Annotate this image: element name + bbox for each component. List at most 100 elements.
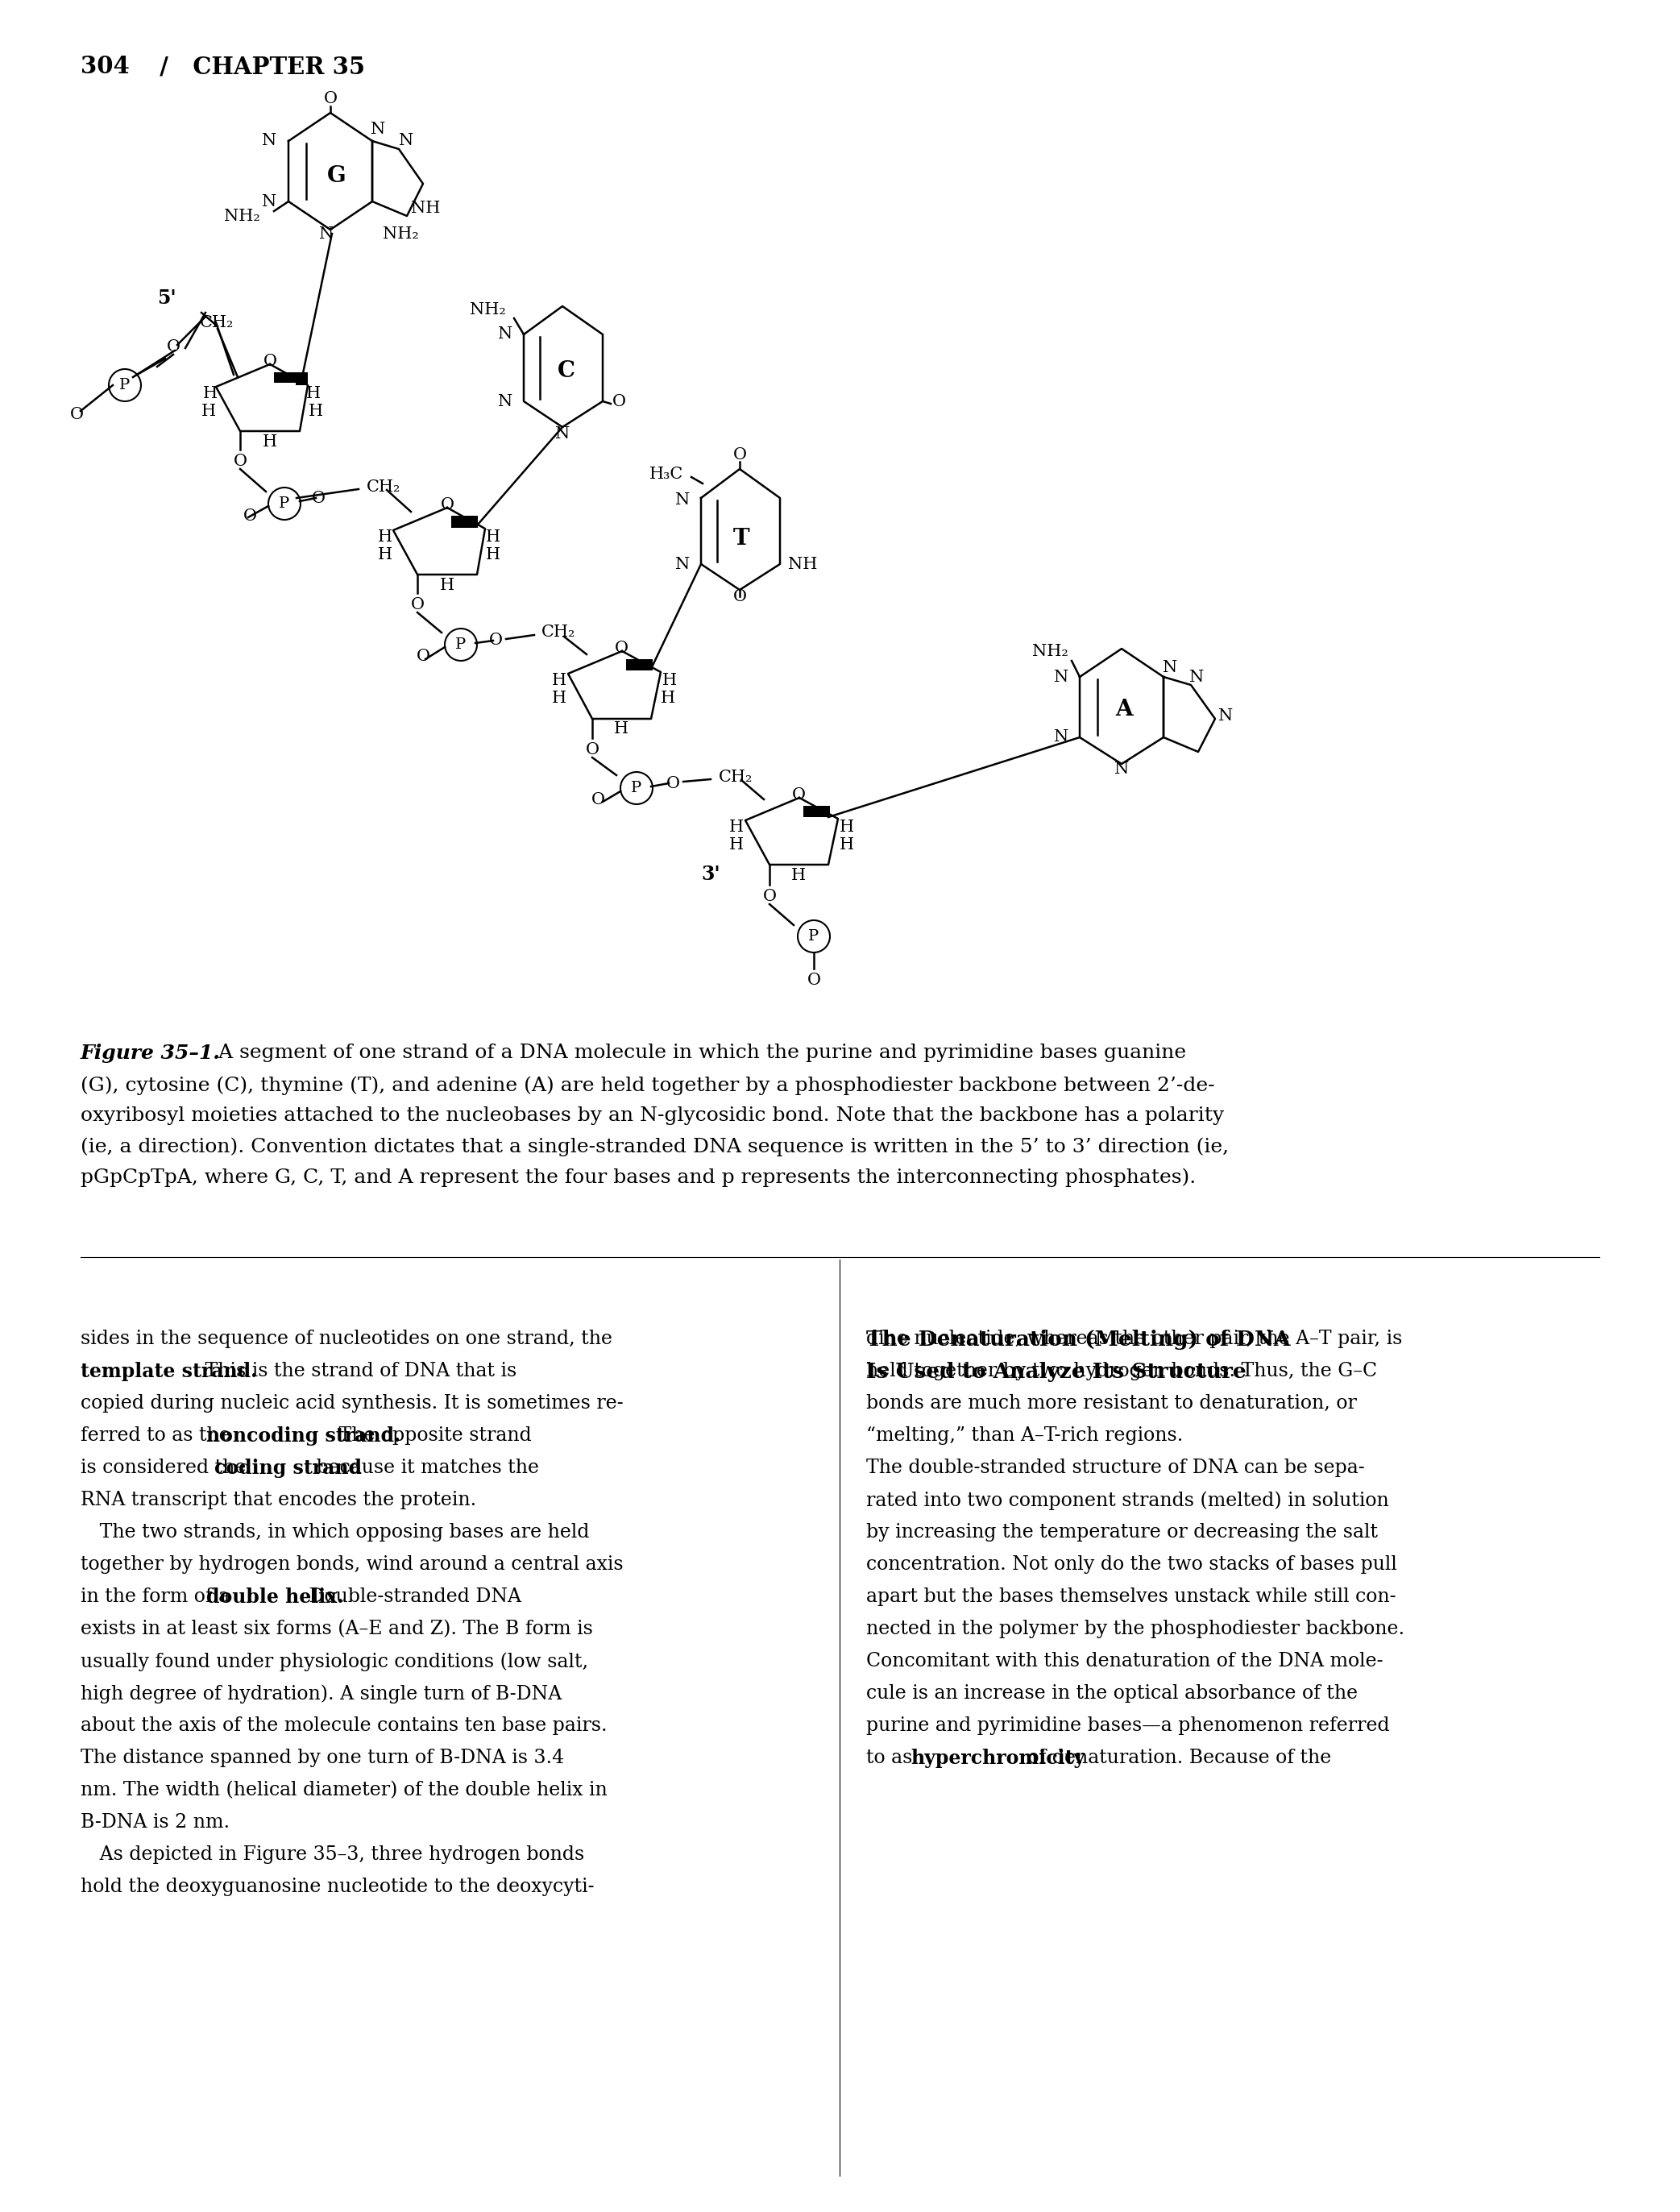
- Text: H: H: [306, 385, 321, 400]
- Text: together by hydrogen bonds, wind around a central axis: together by hydrogen bonds, wind around …: [81, 1555, 623, 1573]
- Text: Is Used to Analyze Its Structure: Is Used to Analyze Its Structure: [867, 1363, 1247, 1382]
- Text: by increasing the temperature or decreasing the salt: by increasing the temperature or decreas…: [867, 1524, 1378, 1542]
- Text: Concomitant with this denaturation of the DNA mole-: Concomitant with this denaturation of th…: [867, 1652, 1383, 1670]
- Text: “melting,” than A–T-rich regions.: “melting,” than A–T-rich regions.: [867, 1427, 1183, 1444]
- Text: O: O: [615, 639, 628, 655]
- Text: H₃C: H₃C: [648, 467, 684, 482]
- Text: The two strands, in which opposing bases are held: The two strands, in which opposing bases…: [81, 1524, 590, 1542]
- Text: purine and pyrimidine bases—a phenomenon referred: purine and pyrimidine bases—a phenomenon…: [867, 1717, 1389, 1734]
- Text: CH₂: CH₂: [366, 480, 402, 495]
- Text: exists in at least six forms (A–E and Z). The B form is: exists in at least six forms (A–E and Z)…: [81, 1619, 593, 1639]
- Bar: [296, 372, 307, 385]
- Text: N: N: [497, 394, 512, 409]
- Text: NH: NH: [412, 201, 440, 215]
- Text: H: H: [551, 690, 566, 706]
- Text: H: H: [486, 529, 501, 544]
- Text: O: O: [166, 338, 180, 354]
- Text: H: H: [486, 546, 501, 562]
- Text: O: O: [410, 597, 425, 613]
- Text: noncoding strand.: noncoding strand.: [207, 1427, 402, 1447]
- Text: because it matches the: because it matches the: [311, 1458, 539, 1478]
- Text: ferred to as the: ferred to as the: [81, 1427, 237, 1444]
- Text: A segment of one strand of a DNA molecule in which the purine and pyrimidine bas: A segment of one strand of a DNA molecul…: [205, 1044, 1186, 1062]
- Text: O: O: [732, 588, 746, 604]
- Text: H: H: [791, 867, 806, 883]
- Text: NH₂: NH₂: [223, 208, 260, 223]
- Text: P: P: [808, 929, 820, 945]
- Text: H: H: [262, 434, 277, 449]
- Text: N: N: [1189, 670, 1205, 684]
- Text: CH₂: CH₂: [719, 770, 753, 785]
- Text: H: H: [203, 385, 217, 400]
- Text: in the form of a: in the form of a: [81, 1588, 235, 1606]
- Text: B-DNA is 2 nm.: B-DNA is 2 nm.: [81, 1814, 230, 1832]
- Text: The double-stranded structure of DNA can be sepa-: The double-stranded structure of DNA can…: [867, 1458, 1364, 1478]
- Text: hyperchromicity: hyperchromicity: [911, 1750, 1085, 1767]
- Text: N: N: [497, 327, 512, 343]
- Text: H: H: [378, 546, 393, 562]
- Text: /   CHAPTER 35: / CHAPTER 35: [143, 55, 365, 77]
- Text: As depicted in Figure 35–3, three hydrogen bonds: As depicted in Figure 35–3, three hydrog…: [81, 1845, 585, 1865]
- Text: H: H: [662, 672, 677, 688]
- Text: N: N: [1114, 761, 1129, 776]
- Text: RNA transcript that encodes the protein.: RNA transcript that encodes the protein.: [81, 1491, 477, 1509]
- Text: held together by two hydrogen bonds. Thus, the G–C: held together by two hydrogen bonds. Thu…: [867, 1363, 1378, 1380]
- Bar: [803, 805, 830, 816]
- Text: is considered the: is considered the: [81, 1458, 252, 1478]
- Text: The Denaturation (Melting) of DNA: The Denaturation (Melting) of DNA: [867, 1329, 1290, 1349]
- Text: H: H: [729, 836, 744, 852]
- Bar: [274, 372, 302, 383]
- Text: NH₂: NH₂: [383, 226, 418, 241]
- Text: P: P: [632, 781, 642, 796]
- Text: O: O: [613, 394, 627, 409]
- Text: pGpCpTpA, where G, C, T, and A represent the four bases and p represents the int: pGpCpTpA, where G, C, T, and A represent…: [81, 1168, 1196, 1186]
- Text: This is the strand of DNA that is: This is the strand of DNA that is: [200, 1363, 517, 1380]
- Text: dine nucleotide, whereas the other pair, the A–T pair, is: dine nucleotide, whereas the other pair,…: [867, 1329, 1403, 1347]
- Text: H: H: [309, 403, 323, 418]
- Text: O: O: [324, 91, 338, 106]
- Text: T: T: [732, 526, 749, 549]
- Text: NH₂: NH₂: [1032, 644, 1068, 659]
- Text: N: N: [1053, 730, 1068, 745]
- Text: N: N: [398, 133, 413, 148]
- Bar: [452, 515, 477, 529]
- Text: O: O: [585, 741, 600, 757]
- Text: H: H: [440, 577, 455, 593]
- Text: The opposite strand: The opposite strand: [333, 1427, 531, 1444]
- Text: O: O: [311, 491, 326, 507]
- Text: bonds are much more resistant to denaturation, or: bonds are much more resistant to denatur…: [867, 1394, 1357, 1413]
- Text: copied during nucleic acid synthesis. It is sometimes re-: copied during nucleic acid synthesis. It…: [81, 1394, 623, 1413]
- Text: oxyribosyl moieties attached to the nucleobases by an N-glycosidic bond. Note th: oxyribosyl moieties attached to the nucl…: [81, 1106, 1225, 1126]
- Text: O: O: [489, 633, 502, 648]
- Text: template strand.: template strand.: [81, 1363, 257, 1380]
- Text: O: O: [417, 648, 430, 664]
- Text: Figure 35–1.: Figure 35–1.: [81, 1044, 220, 1064]
- Text: N: N: [1053, 670, 1068, 684]
- Text: P: P: [119, 378, 131, 392]
- Text: O: O: [264, 354, 277, 369]
- Text: 304: 304: [81, 55, 129, 77]
- Text: (ie, a direction). Convention dictates that a single-stranded DNA sequence is wr: (ie, a direction). Convention dictates t…: [81, 1137, 1228, 1157]
- Text: N: N: [554, 427, 570, 440]
- Text: of denaturation. Because of the: of denaturation. Because of the: [1021, 1750, 1332, 1767]
- Text: H: H: [660, 690, 675, 706]
- Text: coding strand: coding strand: [213, 1458, 361, 1478]
- Text: about the axis of the molecule contains ten base pairs.: about the axis of the molecule contains …: [81, 1717, 606, 1734]
- Text: high degree of hydration). A single turn of B-DNA: high degree of hydration). A single turn…: [81, 1683, 561, 1703]
- Text: O: O: [244, 509, 257, 524]
- Text: to as: to as: [867, 1750, 919, 1767]
- Text: nm. The width (helical diameter) of the double helix in: nm. The width (helical diameter) of the …: [81, 1781, 608, 1798]
- Text: nected in the polymer by the phosphodiester backbone.: nected in the polymer by the phosphodies…: [867, 1619, 1404, 1639]
- Text: P: P: [279, 495, 289, 511]
- Bar: [627, 659, 652, 670]
- Text: O: O: [732, 447, 746, 462]
- Text: N: N: [1218, 708, 1233, 723]
- Text: (G), cytosine (C), thymine (T), and adenine (A) are held together by a phosphodi: (G), cytosine (C), thymine (T), and aden…: [81, 1075, 1215, 1095]
- Text: A: A: [1116, 699, 1132, 721]
- Text: O: O: [665, 776, 680, 792]
- Text: The distance spanned by one turn of B-DNA is 3.4: The distance spanned by one turn of B-DN…: [81, 1750, 564, 1767]
- Text: O: O: [69, 407, 84, 422]
- Text: CH₂: CH₂: [200, 314, 234, 330]
- Text: apart but the bases themselves unstack while still con-: apart but the bases themselves unstack w…: [867, 1588, 1396, 1606]
- Text: H: H: [551, 672, 566, 688]
